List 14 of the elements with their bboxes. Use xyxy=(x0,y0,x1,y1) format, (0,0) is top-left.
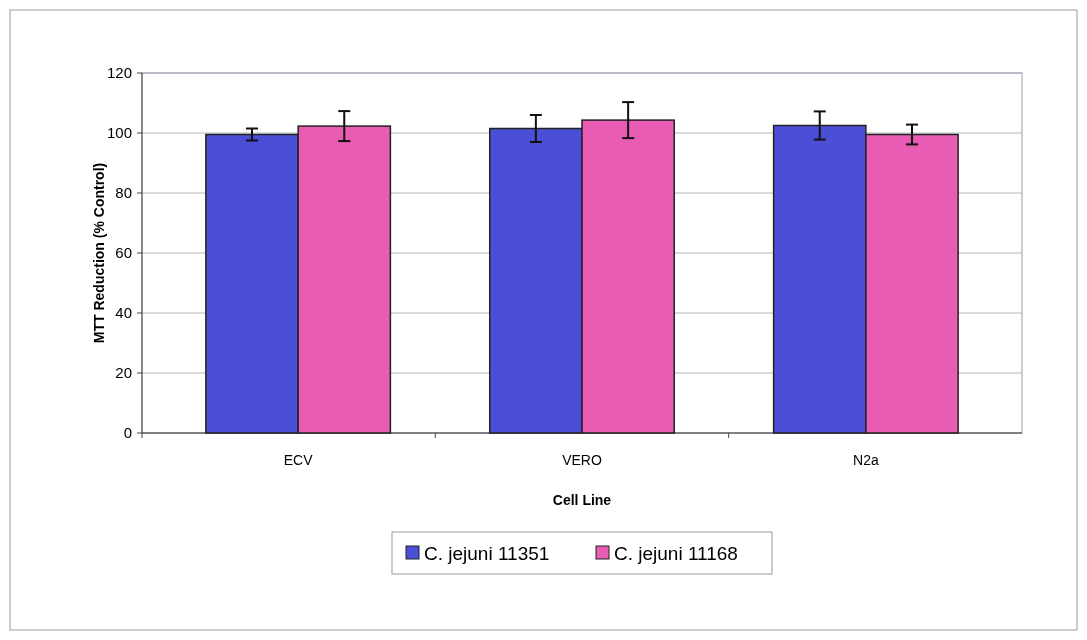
x-tick-label: N2a xyxy=(853,452,879,468)
y-tick-label: 80 xyxy=(115,184,132,202)
x-axis-title: Cell Line xyxy=(552,492,612,508)
y-tick-label: 60 xyxy=(115,244,132,262)
y-tick-label: 0 xyxy=(123,424,132,442)
legend-label: C. jejuni 11351 xyxy=(424,542,550,564)
y-tick-label: 20 xyxy=(115,364,132,382)
y-tick-label: 100 xyxy=(106,124,132,142)
y-axis-title: MTT Reduction (% Control) xyxy=(91,162,107,344)
y-tick-label: 40 xyxy=(115,304,132,322)
y-tick-label: 120 xyxy=(106,64,132,82)
x-tick-label: VERO xyxy=(562,452,602,468)
x-tick-label: ECV xyxy=(283,452,314,468)
legend-label: C. jejuni 11168 xyxy=(614,542,738,564)
